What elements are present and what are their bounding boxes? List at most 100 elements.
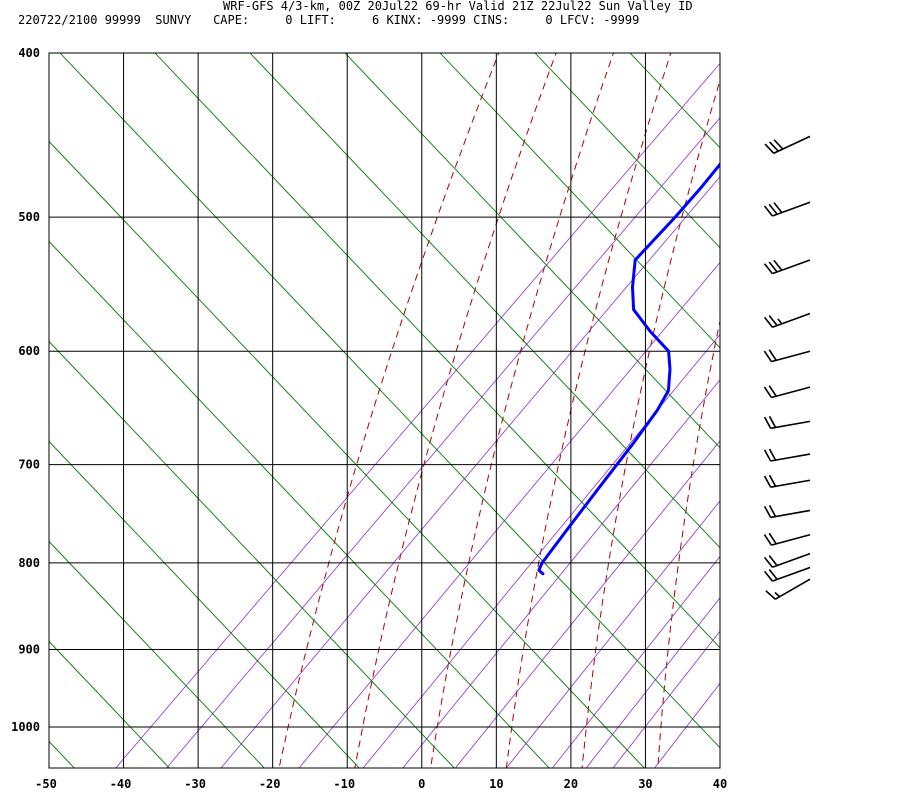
barb-shaft <box>773 135 811 154</box>
barb-shaft <box>770 509 811 519</box>
dry-adiabat <box>657 318 720 768</box>
wind-barb <box>763 474 811 488</box>
pressure-tick-label: 600 <box>18 344 40 358</box>
saturation-line <box>298 261 720 768</box>
barb-feather <box>763 475 772 488</box>
temperature-tick-label: -10 <box>333 777 355 791</box>
sounding-indices: 220722/2100 99999 SUNVY CAPE: 0 LIFT: 6 … <box>18 13 640 27</box>
wind-barb <box>763 312 811 328</box>
barb-feather <box>768 532 777 545</box>
barb-shaft <box>772 566 811 582</box>
barb-half-feather <box>777 318 783 325</box>
wind-barb <box>763 385 811 399</box>
temperature-tick-label: 10 <box>489 777 503 791</box>
isopleth-line <box>344 53 720 449</box>
temperature-tick-label: -20 <box>259 777 281 791</box>
barb-feather <box>763 263 774 275</box>
saturation-line <box>551 555 720 768</box>
isopleth-line <box>49 640 170 768</box>
plot-frame <box>48 52 721 769</box>
barb-shaft <box>770 479 811 488</box>
barb-feather <box>763 386 773 398</box>
wind-barb <box>764 135 811 154</box>
wind-barb <box>765 578 811 600</box>
pressure-tick-label: 900 <box>18 642 40 656</box>
barb-feather <box>768 415 777 428</box>
isopleth-line <box>534 53 720 249</box>
wind-barb <box>763 566 811 582</box>
barb-feather <box>768 349 777 361</box>
saturation-line <box>166 117 720 768</box>
barb-shaft <box>772 201 811 217</box>
pressure-tick-label: 1000 <box>11 720 40 734</box>
saturation-line <box>220 176 720 768</box>
barb-shaft <box>771 386 811 399</box>
barb-feather <box>773 259 783 271</box>
dry-adiabat <box>430 53 615 768</box>
barb-shaft <box>771 350 811 363</box>
barb-feather <box>768 569 778 580</box>
barb-feather <box>768 505 777 517</box>
temperature-tick-label: 20 <box>564 777 578 791</box>
barb-feather <box>763 449 772 462</box>
isopleth-line <box>249 53 720 549</box>
pressure-tick-label: 400 <box>18 46 40 60</box>
barb-feather <box>773 139 784 150</box>
temperature-trace <box>805 131 900 573</box>
dry-adiabat <box>734 15 853 770</box>
barb-feather <box>768 261 778 273</box>
dry-adiabat <box>354 53 557 768</box>
pressure-tick-label: 500 <box>18 210 40 224</box>
pressure-ticks: 400 500 600 700 800 900 1000 <box>11 46 40 734</box>
temperature-tick-label: -50 <box>35 777 57 791</box>
wind-barb <box>763 448 811 462</box>
pressure-tick-label: 700 <box>18 458 40 472</box>
background-lines <box>49 15 900 770</box>
wind-barb <box>763 532 811 546</box>
barb-feather <box>769 141 779 152</box>
chart-title: WRF-GFS 4/3-km, 00Z 20Jul22 69-hr Valid … <box>223 0 693 13</box>
saturation-line <box>585 597 720 768</box>
barb-feather <box>768 448 777 461</box>
barb-feather <box>763 350 773 363</box>
barb-feather <box>765 590 776 600</box>
barb-feather <box>763 205 774 217</box>
barb-feather <box>768 203 778 215</box>
temperature-tick-label: 40 <box>713 777 727 791</box>
wind-barb <box>763 259 811 275</box>
dry-adiabat <box>581 78 720 768</box>
barb-feather <box>773 202 783 214</box>
dry-adiabat <box>885 15 900 770</box>
barb-feather <box>768 555 778 567</box>
barb-feather <box>763 534 773 546</box>
isopleth-line <box>49 340 455 768</box>
wind-barb <box>763 505 811 519</box>
barb-half-feather <box>774 591 781 598</box>
temperature-tick-label: -40 <box>110 777 132 791</box>
saturation-line <box>362 333 720 768</box>
temperature-tick-label: 0 <box>418 777 425 791</box>
saturation-line <box>612 630 720 768</box>
isopleth-line <box>49 740 75 768</box>
barb-shaft <box>772 552 811 569</box>
barb-feather <box>768 315 778 326</box>
saturation-line <box>115 62 720 768</box>
grid <box>49 52 720 768</box>
dry-adiabat <box>278 53 500 768</box>
isopleth-line <box>49 540 265 768</box>
barb-shaft <box>770 420 811 430</box>
barb-shaft <box>771 533 811 546</box>
saturation-line <box>454 440 720 768</box>
barb-shaft <box>772 259 811 275</box>
barb-feather <box>768 385 777 397</box>
temperature-tick-label: -30 <box>184 777 206 791</box>
barb-feather <box>764 143 775 154</box>
temperature-tick-label: 30 <box>638 777 652 791</box>
wind-barb <box>763 415 811 430</box>
dewpoint-trace <box>537 162 720 576</box>
barb-shaft <box>770 453 811 462</box>
isopleth-line <box>49 440 360 768</box>
barb-feather <box>763 556 774 568</box>
barb-feather <box>763 570 774 582</box>
